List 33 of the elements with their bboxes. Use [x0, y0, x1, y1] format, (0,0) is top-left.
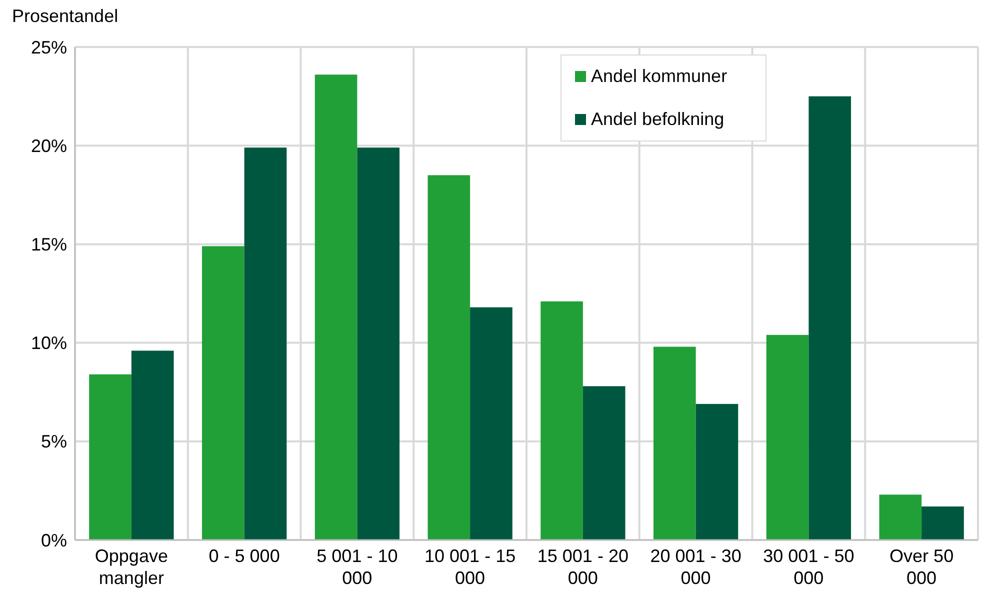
x-tick-label: 30 001 - 50 000: [763, 546, 854, 588]
x-tick-label: Oppgave mangler: [94, 546, 168, 588]
bar: [357, 148, 400, 540]
bar: [766, 334, 809, 540]
y-tick-label: 10%: [30, 333, 67, 354]
bar: [653, 346, 696, 540]
y-tick-label: 5%: [40, 432, 67, 452]
legend-label: Andel befolkning: [591, 109, 724, 129]
bar: [202, 246, 244, 540]
bar: [428, 175, 470, 540]
y-axis-title: Prosentandel: [12, 6, 118, 26]
legend-label: Andel kommuner: [591, 66, 728, 86]
x-tick-label: Over 50 000: [890, 546, 954, 588]
x-tick-label: 0 - 5 000: [208, 546, 280, 566]
bar: [540, 301, 583, 540]
bar: [131, 350, 174, 540]
x-tick-label: 15 001 - 20 000: [537, 546, 628, 588]
bar: [879, 494, 922, 540]
y-tick-label: 15%: [30, 234, 67, 254]
y-tick-label: 0%: [40, 530, 67, 550]
bar: [89, 374, 132, 540]
x-tick-label: 10 001 - 15 000: [424, 546, 516, 588]
x-tick-label: 5 001 - 10 000: [316, 546, 398, 588]
bar: [314, 74, 358, 540]
bar: [582, 386, 626, 540]
bar: [922, 506, 964, 540]
bar: [696, 404, 738, 540]
bar: [244, 148, 287, 540]
y-tick-label: 20%: [30, 136, 67, 156]
bar: [470, 307, 512, 540]
y-tick-label: 25%: [30, 37, 67, 58]
x-tick-label: 20 001 - 30 000: [650, 546, 742, 588]
bar: [808, 96, 852, 540]
